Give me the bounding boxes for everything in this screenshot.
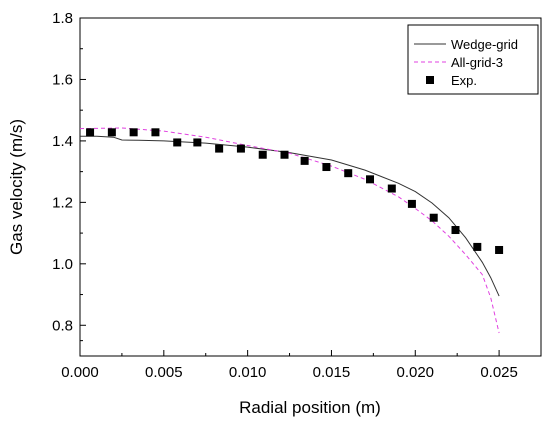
y-tick-label: 1.8 [52,10,73,27]
exp-data-point [300,156,309,165]
x-axis-title: Radial position (m) [239,398,381,417]
exp-data-point [236,144,245,153]
legend-label-all-grid-3: All-grid-3 [451,55,503,70]
exp-data-point [280,150,289,159]
data-series [79,127,504,334]
series-line-all-grid-3 [79,127,500,334]
exp-data-point [366,175,375,184]
x-tick-label: 0.010 [229,364,267,381]
exp-data-point [258,150,267,159]
exp-data-point [473,242,482,251]
exp-data-point [215,144,224,153]
y-axis-title: Gas velocity (m/s) [7,119,26,255]
exp-data-point [151,128,160,137]
x-tick-label: 0.025 [480,364,518,381]
axis-ticks: 0.000 0.005 0.010 0.015 0.020 0.025 0.8 1.0 1.2 1… [52,10,518,381]
y-tick-label: 1.6 [52,71,73,88]
exp-data-point [387,184,396,193]
exp-data-point [86,128,95,137]
legend-marker-exp [426,76,434,84]
exp-data-point [429,213,438,222]
exp-data-point [107,128,116,137]
x-tick-label: 0.005 [145,364,183,381]
legend-label-wedge-grid: Wedge-grid [451,37,518,52]
x-tick-label: 0.020 [396,364,434,381]
y-tick-label: 1.4 [52,133,73,150]
exp-data-point [322,163,331,172]
x-tick-label: 0.015 [313,364,351,381]
y-tick-label: 0.8 [52,317,73,334]
exp-data-point [495,245,504,254]
legend-label-exp: Exp. [451,73,477,88]
exp-data-point [451,226,460,235]
exp-data-point [129,128,138,137]
plot-area-frame [79,17,542,357]
exp-data-point [173,138,182,147]
exp-data-point [193,138,202,147]
exp-data-point [407,199,416,208]
legend: Wedge-grid All-grid-3 Exp. [407,24,539,95]
y-tick-label: 1.0 [52,256,73,273]
y-tick-label: 1.2 [52,194,73,211]
series-line-wedge-grid [80,135,500,297]
x-tick-label: 0.000 [61,364,99,381]
exp-data-point [344,169,353,178]
